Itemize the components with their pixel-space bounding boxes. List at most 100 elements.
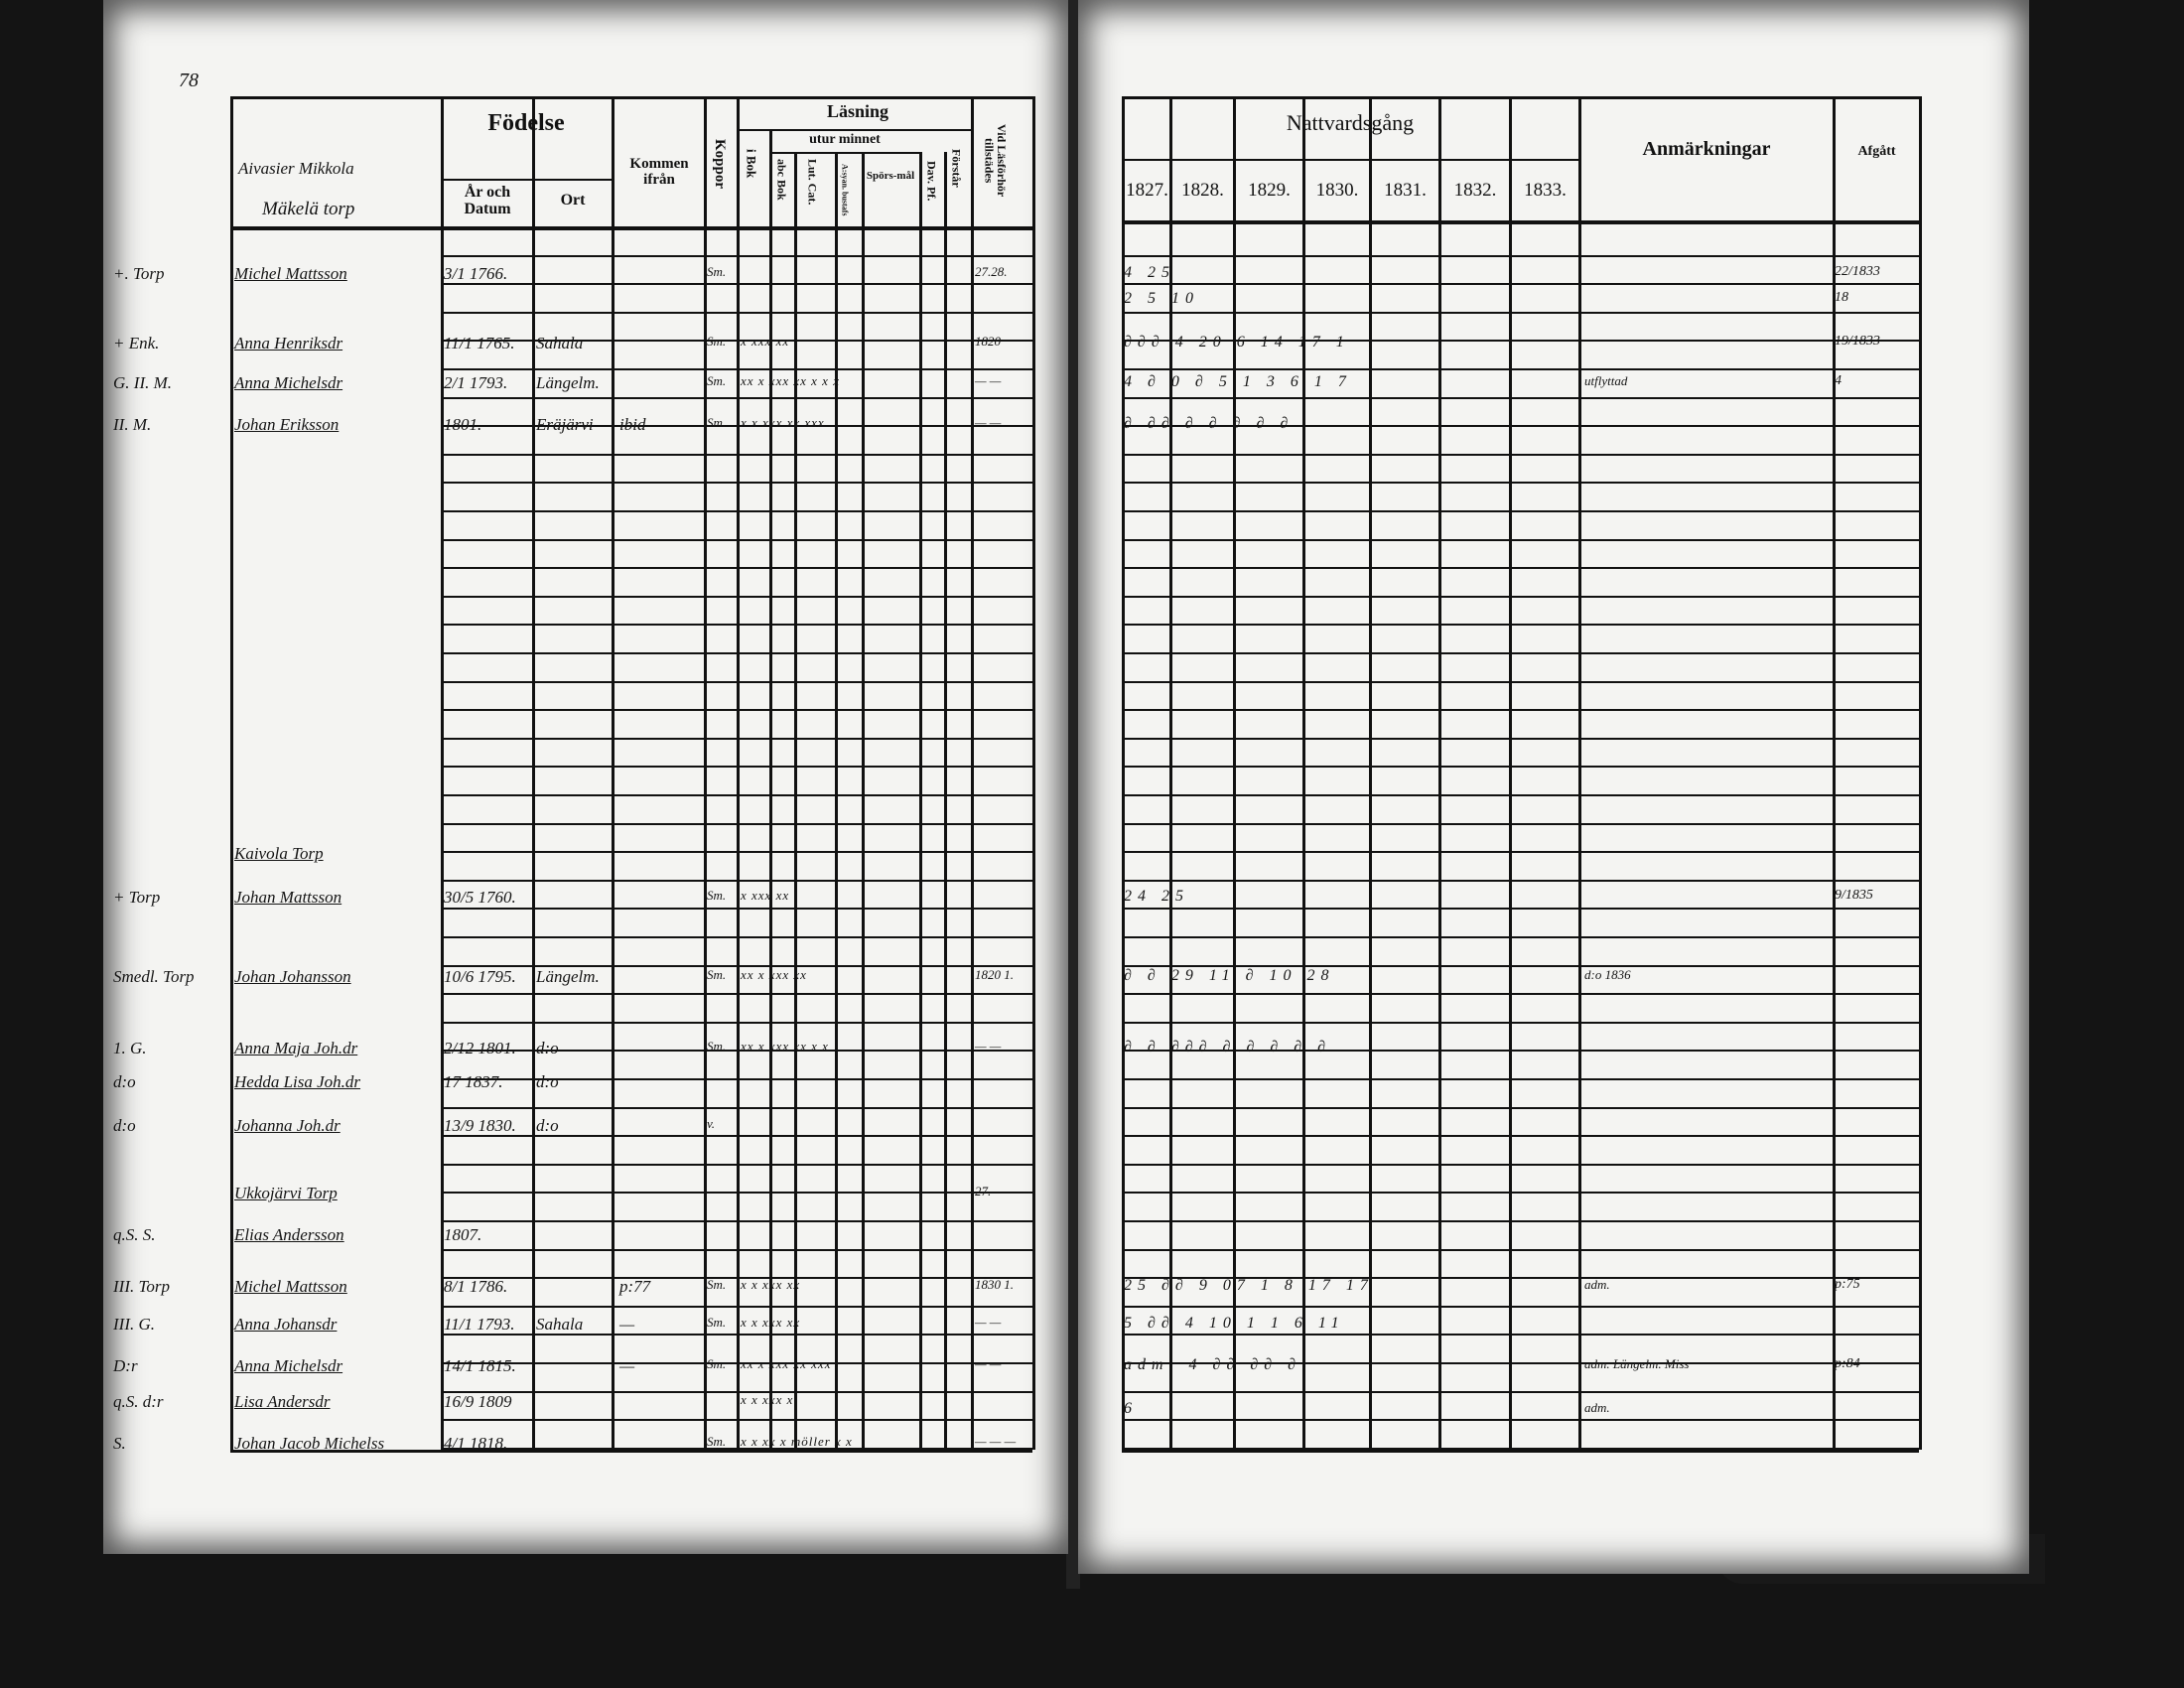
row-rule	[441, 368, 1032, 370]
row-rule	[1122, 936, 1919, 938]
cell-anm: adm. Längelm. Miss	[1584, 1356, 1690, 1371]
row-rule	[1122, 823, 1919, 825]
header-koppor: Koppor	[711, 139, 728, 190]
cell-natt: 25 ∂∂ 9 07 1 8 17 17	[1124, 1277, 1374, 1294]
year-header: 1829.	[1248, 180, 1291, 201]
row-rule	[441, 340, 1032, 342]
cell-koppor: v.	[707, 1116, 716, 1131]
cell-natt: 24 25	[1124, 888, 1189, 905]
header-fodelse: Födelse	[487, 110, 565, 136]
row-rule	[1122, 255, 1919, 257]
register-row: G. II. M. Anna Michelsdr 2/1 1793. Längelm.…	[103, 373, 1068, 403]
row-rule	[441, 1419, 1032, 1421]
row-rule	[1122, 368, 1919, 370]
cell-natt: 4 25	[1124, 264, 1175, 281]
communion-row: 6 adm.	[1078, 1400, 2029, 1430]
cell-koppor: Sm.	[707, 373, 727, 388]
lasning-subrule	[737, 129, 971, 131]
column-rule	[971, 96, 974, 1450]
row-rule	[441, 312, 1032, 314]
row-rule	[441, 1078, 1032, 1080]
row-rule	[1122, 624, 1919, 626]
header-afgatt: Afgått	[1857, 144, 1896, 159]
cell-lasning: x x xx x möller x x	[741, 1434, 853, 1449]
row-rule	[1122, 908, 1919, 910]
cell-date: 11/1 1793.	[444, 1315, 515, 1334]
row-rule	[1122, 1164, 1919, 1166]
communion-row: 25 ∂∂ 9 07 1 8 17 17 adm. p:75	[1078, 1277, 2029, 1307]
row-rule	[1122, 340, 1919, 342]
row-rule	[441, 965, 1032, 967]
cell-natt: 4 ∂ 0 ∂ 5 1 3 6 1 7	[1124, 373, 1352, 390]
cell-koppor: Sm.	[707, 1434, 727, 1449]
cell-anm: utflyttad	[1584, 373, 1628, 388]
column-rule	[1833, 96, 1836, 1450]
row-rule	[441, 652, 1032, 654]
year-header: 1830.	[1315, 180, 1359, 201]
cell-date: 2/12 1801.	[444, 1039, 516, 1057]
row-rule	[441, 851, 1032, 853]
column-rule	[1509, 96, 1512, 1450]
cell-afg: 18	[1835, 290, 1848, 305]
cell-date: 14/1 1815.	[444, 1356, 516, 1375]
year-header: 1828.	[1181, 180, 1224, 201]
farm-subtitle: Mäkelä torp	[262, 199, 355, 219]
cell-margin: II. M.	[113, 415, 152, 434]
header-anmarkningar: Anmärkningar	[1642, 138, 1771, 160]
row-rule	[1122, 1334, 1919, 1336]
column-rule	[532, 96, 535, 1450]
cell-afg: 19/1833	[1835, 334, 1880, 349]
cell-vid: 1820 1.	[975, 967, 1014, 982]
cell-margin: d:o	[113, 1072, 136, 1091]
column-rule	[1578, 96, 1581, 1450]
cell-date: 1807.	[444, 1225, 482, 1244]
cell-margin: III. G.	[113, 1315, 156, 1334]
cell-anm: adm.	[1584, 1400, 1610, 1415]
cell-lasning: x x xxx xx	[741, 1277, 801, 1292]
row-rule	[1122, 425, 1919, 427]
cell-name: Anna Johansdr	[234, 1315, 338, 1334]
register-row: + Enk. Anna Henriksdr 11/1 1765. Sahala Sm. x…	[103, 334, 1068, 363]
row-rule	[441, 454, 1032, 456]
column-rule	[1032, 96, 1035, 1450]
cell-name: Lisa Andersdr	[234, 1392, 331, 1411]
row-rule	[1122, 709, 1919, 711]
cell-name: Anna Maja Joh.dr	[234, 1039, 358, 1057]
communion-row: 4 ∂ 0 ∂ 5 1 3 6 1 7 utflyttad 4	[1078, 373, 2029, 403]
column-rule	[737, 96, 740, 1450]
register-row: S. Johan Jacob Michelss 4/1 1818. Sm. x x xx…	[103, 1434, 1068, 1464]
cell-name: Hedda Lisa Joh.dr	[234, 1072, 361, 1091]
register-row: q.S. S. Elias Andersson 1807.	[103, 1225, 1068, 1255]
cell-date: 8/1 1786.	[444, 1277, 508, 1296]
column-rule	[704, 96, 707, 1450]
column-rule	[769, 129, 772, 1450]
register-row: Ukkojärvi Torp 27.	[103, 1184, 1068, 1213]
cell-natt: 6	[1124, 1400, 1138, 1417]
year-header: 1831.	[1384, 180, 1427, 201]
cell-date: 10/6 1795.	[444, 967, 516, 986]
cell-koppor: Sm.	[707, 967, 727, 982]
cell-lasning: xx x xxx xx	[741, 967, 807, 982]
row-rule	[441, 993, 1032, 995]
header-i-bok: i Bok	[744, 149, 759, 179]
row-rule	[441, 596, 1032, 598]
row-rule	[441, 1334, 1032, 1336]
cell-ort: Längelm.	[536, 967, 600, 986]
row-rule	[441, 255, 1032, 257]
header-ar-och-datum: År och Datum	[464, 184, 511, 217]
cell-afg: 4	[1835, 373, 1842, 388]
cell-vid: — —	[975, 1315, 1002, 1330]
cell-name: Elias Andersson	[234, 1225, 344, 1244]
row-rule	[441, 1192, 1032, 1194]
row-rule	[441, 510, 1032, 512]
column-rule	[1169, 96, 1172, 1450]
row-rule	[441, 1107, 1032, 1109]
register-row: Kaivola Torp	[103, 844, 1068, 874]
cell-name: Johan Mattsson	[234, 888, 342, 907]
register-row: + Torp Johan Mattsson 30/5 1760. Sm. x xxx x…	[103, 888, 1068, 917]
row-rule	[1122, 1277, 1919, 1279]
cell-margin: III. Torp	[113, 1277, 170, 1296]
cell-name: Ukkojärvi Torp	[234, 1184, 338, 1202]
cell-koppor: Sm.	[707, 1277, 727, 1292]
cell-kommen: p:77	[619, 1277, 651, 1296]
